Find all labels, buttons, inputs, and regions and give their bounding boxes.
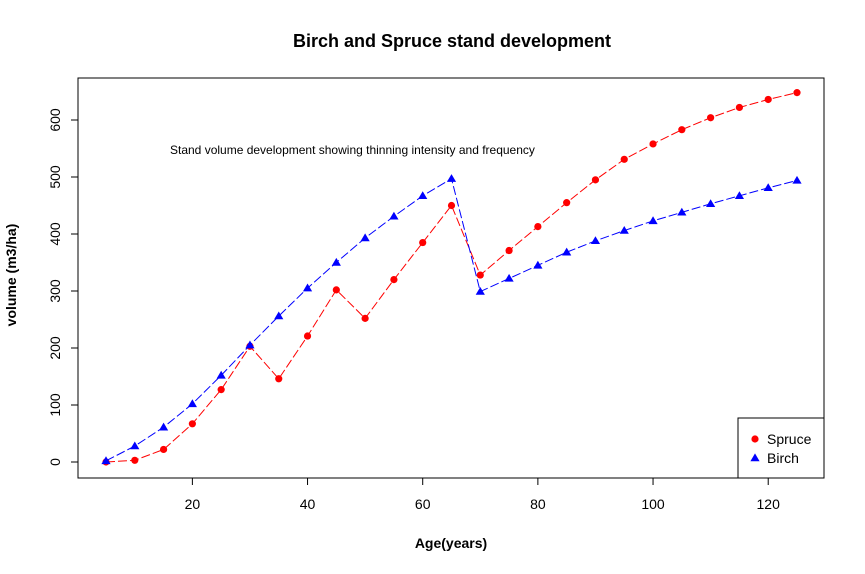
data-point-spruce	[505, 246, 513, 255]
data-point-birch	[331, 257, 341, 266]
chart-title: Birch and Spruce stand development	[293, 31, 611, 51]
legend-box	[737, 417, 825, 479]
chart-annotation: Stand volume development showing thinnin…	[170, 143, 535, 157]
series-line-birch	[105, 177, 798, 462]
data-point-birch	[562, 247, 572, 256]
data-point-birch	[446, 174, 457, 182]
data-point-birch	[734, 191, 745, 200]
legend-item-birch: Birch	[750, 450, 799, 466]
legend: Spruce Birch	[737, 417, 825, 479]
data-point-birch	[706, 199, 716, 208]
legend-item-spruce: Spruce	[751, 431, 812, 447]
data-point-spruce	[649, 140, 657, 148]
x-tick-label: 40	[300, 496, 316, 512]
data-point-spruce	[534, 222, 542, 231]
data-point-spruce	[390, 276, 398, 284]
y-tick-label: 400	[47, 222, 63, 246]
data-point-birch	[619, 225, 629, 234]
data-point-birch	[677, 207, 687, 216]
data-point-spruce	[275, 375, 283, 383]
data-point-spruce	[447, 201, 456, 210]
x-axis: 20 40 60 80 100 120	[185, 477, 781, 512]
data-point-spruce	[735, 103, 744, 112]
data-point-birch	[504, 273, 514, 282]
y-tick-label: 100	[47, 393, 63, 417]
y-tick-label: 300	[47, 279, 63, 303]
data-point-spruce	[563, 199, 571, 207]
legend-label-spruce: Spruce	[767, 431, 812, 447]
plot-frame	[77, 77, 825, 479]
x-tick-label: 60	[415, 496, 431, 512]
data-point-birch	[216, 370, 226, 379]
data-point-birch	[389, 211, 399, 220]
data-point-birch	[533, 260, 543, 269]
x-tick-label: 80	[530, 496, 546, 512]
y-tick-label: 0	[47, 458, 63, 466]
series-birch	[101, 174, 802, 465]
data-point-birch	[792, 175, 802, 184]
data-point-spruce	[476, 271, 484, 279]
data-point-spruce	[793, 89, 801, 97]
data-point-birch	[302, 283, 313, 292]
y-axis: 0 100 200 300 400 500 600	[47, 108, 79, 466]
data-point-spruce	[361, 314, 369, 322]
data-point-birch	[130, 441, 140, 450]
data-point-spruce	[678, 126, 686, 134]
legend-marker-birch	[750, 453, 760, 462]
x-tick-label: 20	[185, 496, 201, 512]
y-axis-label: volume (m3/ha)	[3, 224, 19, 327]
data-point-spruce	[303, 332, 312, 340]
data-point-spruce	[419, 238, 427, 247]
data-point-spruce	[620, 155, 628, 163]
legend-label-birch: Birch	[767, 450, 799, 466]
data-point-birch	[590, 236, 601, 245]
data-point-birch	[274, 311, 284, 320]
data-point-spruce	[332, 286, 340, 294]
data-point-birch	[475, 286, 485, 295]
data-point-birch	[418, 191, 428, 200]
data-point-birch	[245, 340, 255, 349]
data-point-spruce	[217, 386, 225, 394]
data-point-birch	[158, 422, 169, 431]
data-point-spruce	[764, 95, 772, 104]
y-tick-label: 600	[47, 108, 63, 132]
data-point-birch	[763, 183, 773, 192]
y-tick-label: 200	[47, 336, 63, 360]
y-tick-label: 500	[47, 165, 63, 189]
legend-marker-spruce	[751, 435, 759, 443]
data-point-birch	[101, 456, 111, 465]
data-point-birch	[648, 216, 658, 225]
x-axis-label: Age(years)	[415, 535, 487, 551]
data-point-spruce	[188, 420, 196, 428]
x-tick-label: 120	[757, 496, 781, 512]
data-point-spruce	[131, 456, 139, 464]
data-point-spruce	[591, 176, 600, 184]
series-layer	[101, 89, 802, 466]
data-point-birch	[187, 399, 197, 408]
data-point-spruce	[159, 445, 168, 454]
data-point-spruce	[707, 114, 715, 122]
x-tick-label: 100	[641, 496, 665, 512]
data-point-birch	[360, 233, 370, 242]
